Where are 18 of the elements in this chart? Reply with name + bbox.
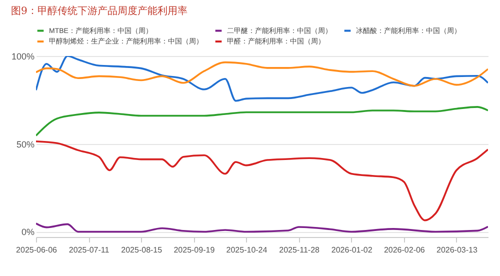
- x-tick-label: 2025-08-15: [121, 246, 163, 254]
- line-series: [36, 56, 488, 102]
- x-tick-label: 2026-02-06: [384, 246, 426, 254]
- chart-title: 图9：甲醇传统下游产品周度产能利用率: [10, 5, 188, 17]
- x-tick-label: 2025-07-11: [68, 246, 110, 254]
- y-tick-label: 0%: [21, 227, 34, 238]
- x-tick-label: 2025-09-19: [174, 246, 216, 254]
- x-tick-label: 2026-03-13: [436, 246, 478, 254]
- x-tick-label: 2026-01-02: [331, 246, 373, 254]
- x-tick-label: 2025-06-06: [16, 246, 58, 254]
- y-tick-label: 50%: [16, 139, 34, 150]
- line-series: [36, 61, 488, 87]
- line-series: [36, 222, 488, 233]
- line-series: [36, 140, 488, 222]
- x-tick-label: 2025-11-28: [279, 246, 320, 254]
- y-tick-label: 100%: [11, 52, 34, 62]
- x-tick-label: 2025-10-24: [226, 246, 268, 254]
- line-series: [36, 106, 488, 137]
